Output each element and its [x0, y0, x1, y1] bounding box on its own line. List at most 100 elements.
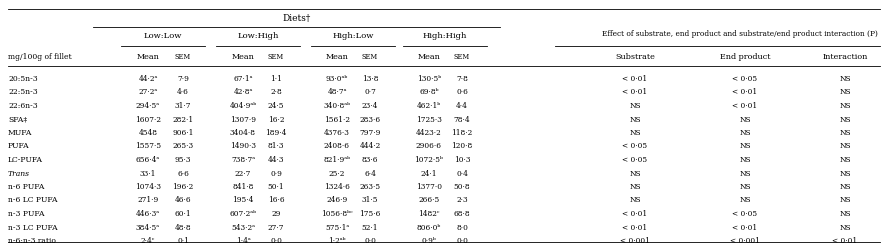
Text: 0·1: 0·1	[177, 237, 189, 245]
Text: < 0·05: < 0·05	[732, 75, 757, 83]
Text: NS: NS	[739, 169, 751, 178]
Text: 24·5: 24·5	[268, 102, 284, 110]
Text: 44·2ᵃ: 44·2ᵃ	[138, 75, 158, 83]
Text: 120·8: 120·8	[452, 142, 472, 151]
Text: NS: NS	[840, 89, 851, 96]
Text: < 0·05: < 0·05	[623, 142, 648, 151]
Text: < 0·01: < 0·01	[623, 89, 648, 96]
Text: 575·1ᵃ: 575·1ᵃ	[325, 224, 349, 231]
Text: 797·9: 797·9	[359, 129, 381, 137]
Text: 265·3: 265·3	[172, 142, 194, 151]
Text: Trans: Trans	[8, 169, 30, 178]
Text: 81·3: 81·3	[268, 142, 284, 151]
Text: PUFA: PUFA	[8, 142, 30, 151]
Text: 294·5ᵃ: 294·5ᵃ	[136, 102, 160, 110]
Text: NS: NS	[629, 169, 641, 178]
Text: 2906·6: 2906·6	[416, 142, 442, 151]
Text: 196·2: 196·2	[172, 183, 194, 191]
Text: 404·9ᵃᵇ: 404·9ᵃᵇ	[229, 102, 256, 110]
Text: 25·2: 25·2	[329, 169, 345, 178]
Text: 13·8: 13·8	[362, 75, 378, 83]
Text: < 0·001: < 0·001	[620, 237, 650, 245]
Text: NS: NS	[739, 156, 751, 164]
Text: 2·4ᶜ: 2·4ᶜ	[141, 237, 155, 245]
Text: 444·2: 444·2	[359, 142, 381, 151]
Text: 246·9: 246·9	[326, 197, 348, 204]
Text: < 0·001: < 0·001	[730, 237, 760, 245]
Text: 1·2ᵃᵇ: 1·2ᵃᵇ	[328, 237, 346, 245]
Text: 1377·0: 1377·0	[416, 183, 442, 191]
Text: NS: NS	[629, 116, 641, 123]
Text: 33·1: 33·1	[140, 169, 156, 178]
Text: NS: NS	[840, 102, 851, 110]
Text: 656·4ᵃ: 656·4ᵃ	[136, 156, 160, 164]
Text: 607·2ᵃᵇ: 607·2ᵃᵇ	[229, 210, 256, 218]
Text: 46·6: 46·6	[175, 197, 192, 204]
Text: 50·8: 50·8	[453, 183, 470, 191]
Text: 20:5n-3: 20:5n-3	[8, 75, 38, 83]
Text: Diets†: Diets†	[282, 14, 311, 22]
Text: SEM: SEM	[362, 53, 378, 61]
Text: Low:Low: Low:Low	[144, 32, 182, 40]
Text: 266·5: 266·5	[418, 197, 440, 204]
Text: 283·6: 283·6	[359, 116, 381, 123]
Text: 31·5: 31·5	[362, 197, 378, 204]
Text: 10·3: 10·3	[453, 156, 470, 164]
Text: 189·4: 189·4	[265, 129, 287, 137]
Text: < 0·01: < 0·01	[732, 224, 757, 231]
Text: End product: End product	[719, 53, 771, 61]
Text: 95·3: 95·3	[175, 156, 191, 164]
Text: 1056·8ᵇᶜ: 1056·8ᵇᶜ	[321, 210, 353, 218]
Text: 130·5ᵇ: 130·5ᵇ	[417, 75, 441, 83]
Text: NS: NS	[840, 224, 851, 231]
Text: 282·1: 282·1	[172, 116, 194, 123]
Text: 6·6: 6·6	[177, 169, 189, 178]
Text: 7·9: 7·9	[177, 75, 189, 83]
Text: NS: NS	[840, 169, 851, 178]
Text: 2·3: 2·3	[456, 197, 468, 204]
Text: < 0·01: < 0·01	[832, 237, 857, 245]
Text: 42·8ᵃ: 42·8ᵃ	[233, 89, 253, 96]
Text: NS: NS	[739, 183, 751, 191]
Text: 4·6: 4·6	[177, 89, 189, 96]
Text: 1324·6: 1324·6	[324, 183, 350, 191]
Text: 0·7: 0·7	[364, 89, 376, 96]
Text: 22:6n-3: 22:6n-3	[8, 102, 38, 110]
Text: 263·5: 263·5	[359, 183, 381, 191]
Text: 7·8: 7·8	[456, 75, 468, 83]
Text: 8·0: 8·0	[456, 224, 468, 231]
Text: 31·7: 31·7	[175, 102, 191, 110]
Text: 22:5n-3: 22:5n-3	[8, 89, 38, 96]
Text: 175·6: 175·6	[359, 210, 381, 218]
Text: NS: NS	[739, 197, 751, 204]
Text: 0·9ᵇ: 0·9ᵇ	[421, 237, 436, 245]
Text: 27·2ᵃ: 27·2ᵃ	[138, 89, 158, 96]
Text: 3404·8: 3404·8	[230, 129, 256, 137]
Text: < 0·01: < 0·01	[623, 224, 648, 231]
Text: Mean: Mean	[231, 53, 254, 61]
Text: NS: NS	[629, 183, 641, 191]
Text: 738·7ᵃ: 738·7ᵃ	[231, 156, 255, 164]
Text: 93·0ᵃᵇ: 93·0ᵃᵇ	[326, 75, 349, 83]
Text: n-6 PUFA: n-6 PUFA	[8, 183, 45, 191]
Text: Interaction: Interaction	[823, 53, 867, 61]
Text: 1072·5ᵇ: 1072·5ᵇ	[415, 156, 444, 164]
Text: Substrate: Substrate	[615, 53, 655, 61]
Text: 821·9ᵃᵇ: 821·9ᵃᵇ	[323, 156, 350, 164]
Text: 22·7: 22·7	[235, 169, 251, 178]
Text: SEM: SEM	[268, 53, 284, 61]
Text: High:High: High:High	[423, 32, 467, 40]
Text: NS: NS	[739, 142, 751, 151]
Text: 271·9: 271·9	[137, 197, 159, 204]
Text: SFA‡: SFA‡	[8, 116, 27, 123]
Text: < 0·05: < 0·05	[732, 210, 757, 218]
Text: 1·4ᵃ: 1·4ᵃ	[236, 237, 250, 245]
Text: 29: 29	[271, 210, 280, 218]
Text: < 0·01: < 0·01	[623, 75, 648, 83]
Text: 48·8: 48·8	[175, 224, 192, 231]
Text: 1307·9: 1307·9	[230, 116, 256, 123]
Text: NS: NS	[840, 116, 851, 123]
Text: 83·6: 83·6	[362, 156, 378, 164]
Text: 0·0: 0·0	[270, 237, 282, 245]
Text: 0·6: 0·6	[456, 89, 468, 96]
